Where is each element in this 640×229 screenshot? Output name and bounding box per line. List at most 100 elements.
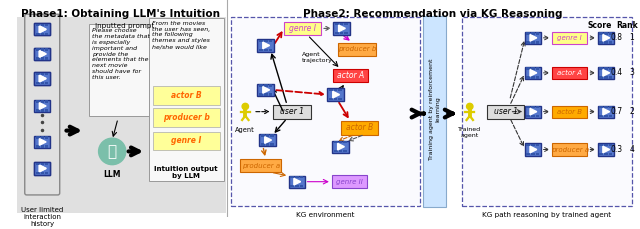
FancyBboxPatch shape [338,43,376,56]
FancyBboxPatch shape [36,73,40,75]
Polygon shape [39,51,46,57]
FancyBboxPatch shape [45,109,48,112]
FancyBboxPatch shape [269,84,272,87]
Circle shape [242,103,248,110]
FancyBboxPatch shape [36,145,40,148]
FancyBboxPatch shape [36,73,40,75]
FancyBboxPatch shape [527,144,530,146]
FancyBboxPatch shape [599,41,603,44]
FancyBboxPatch shape [462,17,632,206]
FancyBboxPatch shape [289,176,305,188]
FancyBboxPatch shape [35,48,50,60]
FancyBboxPatch shape [531,144,535,146]
FancyBboxPatch shape [342,121,378,135]
Text: Rank: Rank [616,21,638,30]
FancyBboxPatch shape [40,82,44,84]
FancyBboxPatch shape [45,172,48,174]
FancyBboxPatch shape [525,106,541,118]
FancyBboxPatch shape [17,17,226,213]
FancyBboxPatch shape [536,32,540,35]
FancyBboxPatch shape [259,134,276,146]
FancyBboxPatch shape [45,57,48,60]
Text: 0.3: 0.3 [611,145,623,154]
FancyBboxPatch shape [36,172,40,174]
FancyBboxPatch shape [36,48,40,51]
FancyBboxPatch shape [531,106,535,109]
Polygon shape [39,75,46,82]
Polygon shape [263,42,269,49]
FancyBboxPatch shape [609,153,612,155]
FancyBboxPatch shape [153,108,220,127]
FancyBboxPatch shape [291,185,294,187]
FancyBboxPatch shape [527,76,530,79]
FancyBboxPatch shape [36,172,40,174]
Text: genre I: genre I [557,35,582,41]
FancyBboxPatch shape [35,23,50,35]
Text: KG path reasoning by trained agent: KG path reasoning by trained agent [482,212,611,218]
Text: producer a: producer a [551,147,589,153]
FancyBboxPatch shape [36,57,40,60]
FancyBboxPatch shape [259,93,263,95]
Circle shape [99,138,126,165]
FancyBboxPatch shape [527,32,530,35]
Text: Phase2: Recommendation via KG Reasoning: Phase2: Recommendation via KG Reasoning [303,8,563,19]
FancyBboxPatch shape [36,24,40,26]
FancyBboxPatch shape [259,40,263,42]
FancyBboxPatch shape [295,185,299,187]
FancyBboxPatch shape [525,67,541,79]
FancyBboxPatch shape [536,115,540,117]
FancyBboxPatch shape [552,143,588,156]
FancyBboxPatch shape [40,145,44,148]
FancyBboxPatch shape [40,136,44,139]
FancyBboxPatch shape [266,134,269,137]
FancyBboxPatch shape [40,73,44,75]
FancyBboxPatch shape [527,67,530,70]
FancyBboxPatch shape [536,153,540,155]
FancyBboxPatch shape [332,175,367,188]
FancyBboxPatch shape [269,40,272,42]
FancyBboxPatch shape [45,73,48,75]
FancyBboxPatch shape [599,144,603,146]
FancyBboxPatch shape [527,115,530,117]
FancyBboxPatch shape [36,24,40,26]
Text: 2: 2 [630,107,634,116]
FancyBboxPatch shape [527,153,530,155]
Text: producer b: producer b [338,46,376,52]
FancyBboxPatch shape [599,67,603,70]
Text: user 1: user 1 [280,107,304,116]
FancyBboxPatch shape [339,89,342,91]
FancyBboxPatch shape [527,106,530,109]
Text: genre I: genre I [289,24,316,33]
FancyBboxPatch shape [259,84,263,87]
FancyBboxPatch shape [273,105,312,119]
FancyBboxPatch shape [604,67,607,70]
Polygon shape [603,108,610,115]
FancyBboxPatch shape [45,24,48,26]
Polygon shape [39,75,46,82]
FancyBboxPatch shape [604,32,607,35]
FancyBboxPatch shape [531,153,535,155]
Text: actor B: actor B [557,109,582,115]
FancyBboxPatch shape [36,163,40,165]
FancyBboxPatch shape [40,33,44,35]
FancyBboxPatch shape [40,48,44,51]
FancyBboxPatch shape [339,150,342,152]
FancyBboxPatch shape [45,163,48,165]
FancyBboxPatch shape [40,100,44,103]
FancyBboxPatch shape [45,82,48,84]
FancyBboxPatch shape [531,41,535,44]
FancyBboxPatch shape [40,109,44,112]
FancyBboxPatch shape [604,115,607,117]
FancyBboxPatch shape [295,176,299,178]
FancyBboxPatch shape [36,33,40,35]
FancyBboxPatch shape [35,48,50,60]
FancyBboxPatch shape [609,41,612,44]
FancyBboxPatch shape [609,106,612,109]
FancyBboxPatch shape [334,89,337,91]
FancyBboxPatch shape [40,48,44,51]
FancyBboxPatch shape [45,100,48,103]
Text: 0.8: 0.8 [611,33,623,42]
Polygon shape [39,165,46,172]
FancyBboxPatch shape [284,22,321,35]
Text: producer b: producer b [163,113,209,122]
